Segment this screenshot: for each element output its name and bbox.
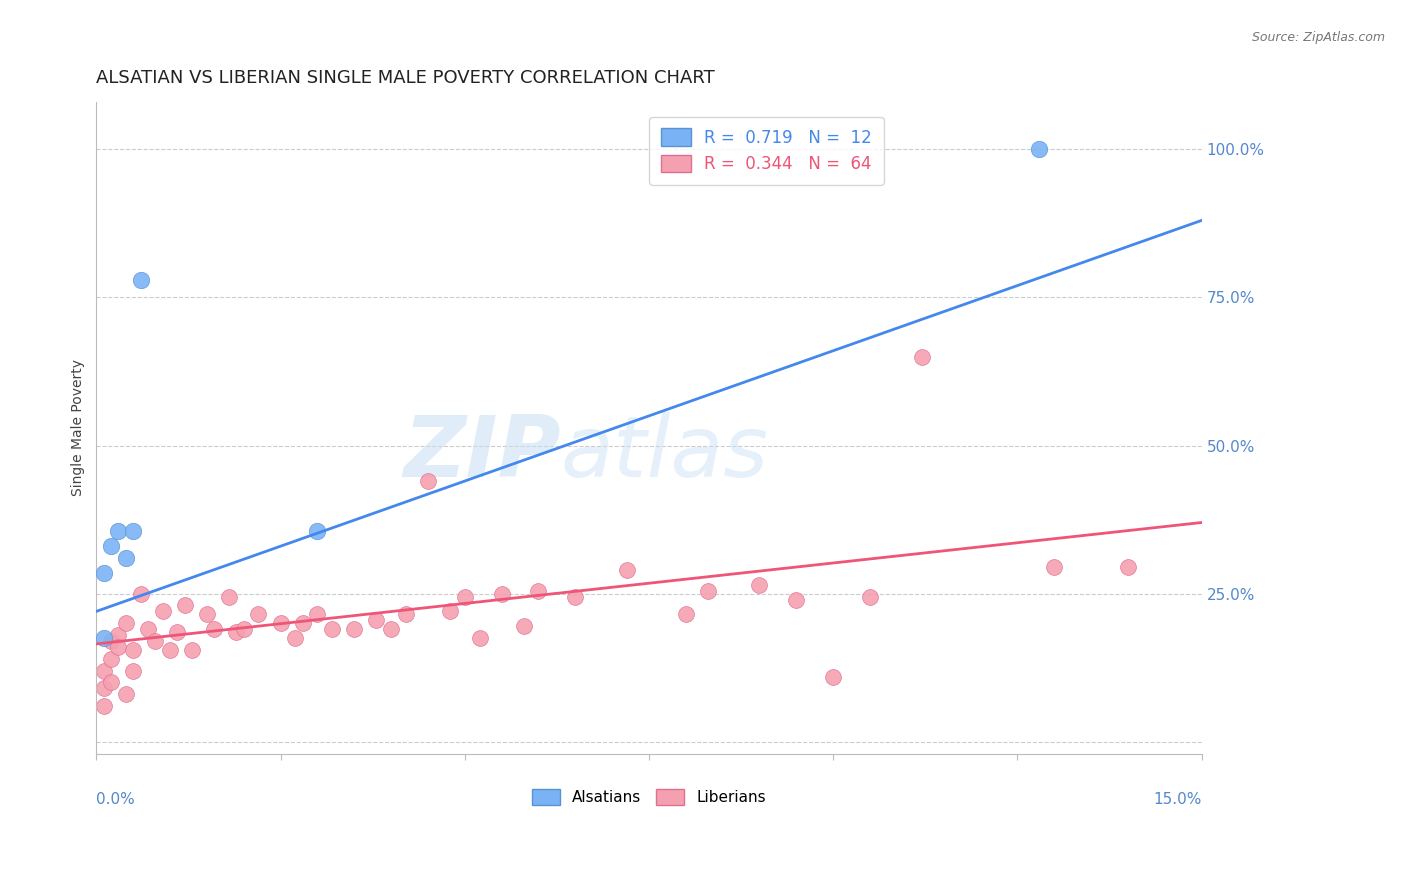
Text: atlas: atlas [561,412,769,495]
Point [675,607,697,622]
Point [1028,142,1050,156]
Point [100,652,122,666]
Text: ZIP: ZIP [404,412,561,495]
Point [173,599,195,613]
Point [122,643,145,657]
Point [159,643,181,657]
Point [166,625,188,640]
Point [93,566,115,580]
Point [380,622,402,636]
Point [114,551,136,566]
Point [114,616,136,631]
Text: 0.0%: 0.0% [97,792,135,807]
Point [910,350,932,364]
Point [107,640,129,654]
Point [416,474,439,488]
Y-axis label: Single Male Poverty: Single Male Poverty [72,359,86,496]
Point [395,607,418,622]
Point [232,622,254,636]
Point [270,616,292,631]
Point [218,590,240,604]
Point [321,622,343,636]
Point [107,628,129,642]
Point [491,586,513,600]
Point [307,607,329,622]
Point [100,634,122,648]
Point [100,539,122,553]
Point [291,616,314,631]
Point [616,563,638,577]
Point [129,586,152,600]
Point [697,583,720,598]
Point [527,583,550,598]
Point [143,634,166,648]
Point [564,590,586,604]
Point [100,675,122,690]
Point [93,699,115,714]
Point [307,524,329,539]
Point [195,607,218,622]
Point [129,273,152,287]
Point [859,590,882,604]
Point [1043,560,1066,574]
Point [823,669,845,683]
Point [107,524,129,539]
Point [93,631,115,645]
Point [468,631,491,645]
Point [225,625,247,640]
Point [284,631,307,645]
Point [343,622,366,636]
Point [122,524,145,539]
Point [202,622,225,636]
Point [785,592,807,607]
Text: ALSATIAN VS LIBERIAN SINGLE MALE POVERTY CORRELATION CHART: ALSATIAN VS LIBERIAN SINGLE MALE POVERTY… [97,69,716,87]
Point [93,681,115,696]
Legend: Alsatians, Liberians: Alsatians, Liberians [526,783,772,811]
Point [748,577,770,591]
Point [454,590,477,604]
Point [181,643,204,657]
Point [247,607,270,622]
Point [136,622,159,636]
Text: Source: ZipAtlas.com: Source: ZipAtlas.com [1251,31,1385,45]
Point [1116,560,1139,574]
Point [93,664,115,678]
Point [512,619,534,633]
Point [366,613,388,627]
Point [152,604,174,618]
Point [114,687,136,701]
Point [439,604,461,618]
Text: 15.0%: 15.0% [1153,792,1202,807]
Point [122,664,145,678]
